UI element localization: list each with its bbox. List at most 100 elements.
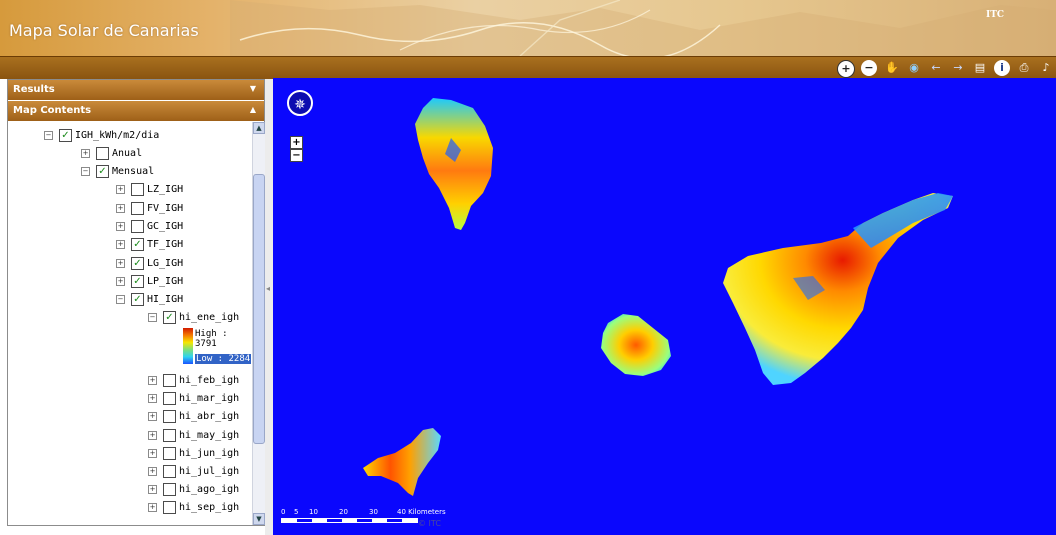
tree-node-label: hi_jun_igh [179, 448, 239, 459]
tree-node-island: + ✓ LG_IGH [116, 254, 183, 272]
tree-node-month: + hi_mar_igh [148, 389, 239, 407]
tree-node-label: hi_sep_igh [179, 502, 239, 513]
tree-node-label: TF_IGH [147, 239, 183, 250]
chevron-up-icon[interactable]: ▲ [250, 105, 256, 114]
layer-checkbox[interactable]: ✓ [96, 165, 109, 178]
info-icon[interactable]: i [994, 60, 1010, 76]
scale-bar-graphic [281, 518, 418, 523]
scroll-down-icon[interactable]: ▼ [253, 513, 265, 525]
tree-node-label: HI_IGH [147, 294, 183, 305]
map-contents-panel-header[interactable]: Map Contents ▲ [8, 101, 264, 121]
legend-low-label[interactable]: Low : 2284 [195, 354, 251, 364]
app-header: Mapa Solar de Canarias ITC [0, 0, 1056, 56]
expand-icon[interactable]: + [148, 394, 157, 403]
layer-checkbox[interactable] [131, 183, 144, 196]
expand-icon[interactable]: + [116, 204, 125, 213]
zoom-out-icon[interactable]: − [861, 60, 877, 76]
scroll-up-icon[interactable]: ▲ [253, 122, 265, 134]
tree-node-label: GC_IGH [147, 221, 183, 232]
side-panel: Results ▼ Map Contents ▲ − ✓ IGH_kWh/m2/… [7, 79, 265, 526]
expand-icon[interactable]: + [116, 240, 125, 249]
layer-checkbox[interactable] [163, 465, 176, 478]
collapse-panel-icon[interactable]: ◂ [266, 284, 270, 293]
tree-node-month: + hi_may_igh [148, 426, 239, 444]
map-view[interactable]: ✵ + − 0 5 10 20 30 40 Kilometers © ITC [273, 78, 1056, 535]
results-panel-header[interactable]: Results ▼ [8, 80, 264, 100]
layer-checkbox[interactable]: ✓ [59, 129, 72, 142]
map-zoom-in-button[interactable]: + [290, 136, 303, 149]
expand-icon[interactable]: + [116, 222, 125, 231]
tree-node-label: Anual [112, 148, 142, 159]
tree-node-label: Mensual [112, 166, 154, 177]
pan-hand-icon[interactable]: ✋ [884, 60, 900, 76]
scrollbar-thumb[interactable] [253, 174, 265, 444]
layer-checkbox[interactable] [163, 447, 176, 460]
map-copyright: © ITC [418, 519, 441, 528]
collapse-icon[interactable]: − [81, 167, 90, 176]
panel-splitter[interactable]: ◂ [265, 79, 273, 535]
expand-icon[interactable]: + [148, 431, 157, 440]
tree-node-month: + hi_jun_igh [148, 444, 239, 462]
layer-checkbox[interactable] [163, 483, 176, 496]
tree-node-island: + LZ_IGH [116, 180, 183, 198]
layer-checkbox[interactable] [163, 410, 176, 423]
expand-icon[interactable]: + [148, 503, 157, 512]
tree-node-label: LP_IGH [147, 276, 183, 287]
tree-node-island: + FV_IGH [116, 199, 183, 217]
expand-icon[interactable]: + [116, 185, 125, 194]
tree-scrollbar[interactable]: ▲ ▼ [252, 122, 265, 525]
results-panel-title: Results [13, 84, 55, 95]
print-icon[interactable]: ⎙ [1016, 60, 1032, 76]
layer-checkbox[interactable]: ✓ [131, 293, 144, 306]
layer-checkbox[interactable]: ✓ [163, 311, 176, 324]
expand-icon[interactable]: + [116, 277, 125, 286]
tree-node-island: + GC_IGH [116, 217, 183, 235]
layer-checkbox[interactable] [131, 220, 144, 233]
chevron-down-icon[interactable]: ▼ [250, 84, 256, 93]
north-arrow-icon[interactable]: ✵ [287, 90, 313, 116]
layer-checkbox[interactable] [131, 202, 144, 215]
map-zoom-out-button[interactable]: − [290, 149, 303, 162]
layer-checkbox[interactable] [163, 501, 176, 514]
layer-checkbox[interactable] [163, 392, 176, 405]
layer-checkbox[interactable]: ✓ [131, 238, 144, 251]
tree-node-label: hi_feb_igh [179, 375, 239, 386]
layer-checkbox[interactable] [96, 147, 109, 160]
zoom-in-icon[interactable]: + [837, 60, 855, 78]
collapse-icon[interactable]: − [116, 295, 125, 304]
tree-node-month: + hi_sep_igh [148, 498, 239, 516]
collapse-icon[interactable]: − [148, 313, 157, 322]
layer-checkbox[interactable]: ✓ [131, 275, 144, 288]
org-label: ITC [986, 10, 1004, 20]
expand-icon[interactable]: + [148, 467, 157, 476]
layer-checkbox[interactable]: ✓ [131, 257, 144, 270]
tree-node-month: + hi_feb_igh [148, 371, 239, 389]
expand-icon[interactable]: + [148, 412, 157, 421]
scale-tick-label: 20 [339, 508, 348, 516]
expand-icon[interactable]: + [148, 376, 157, 385]
expand-icon[interactable]: + [81, 149, 90, 158]
expand-icon[interactable]: + [148, 485, 157, 494]
tree-node-label: hi_jul_igh [179, 466, 239, 477]
layer-checkbox[interactable] [163, 374, 176, 387]
previous-extent-icon[interactable]: ← [928, 60, 944, 76]
measure-icon[interactable]: ♪ [1038, 60, 1054, 76]
layer-checkbox[interactable] [163, 429, 176, 442]
next-extent-icon[interactable]: → [950, 60, 966, 76]
tree-node-label: hi_mar_igh [179, 393, 239, 404]
tree-node-month: + hi_abr_igh [148, 407, 239, 425]
tree-node-island: + ✓ TF_IGH [116, 235, 183, 253]
tree-node-label: hi_may_igh [179, 430, 239, 441]
island-la-gomera [601, 314, 671, 376]
expand-icon[interactable]: + [116, 259, 125, 268]
collapse-icon[interactable]: − [44, 131, 53, 140]
tree-node-label: LZ_IGH [147, 184, 183, 195]
tree-node-hi-ene: − ✓ hi_ene_igh [148, 308, 239, 326]
tree-node-anual: + Anual [81, 144, 142, 162]
table-icon[interactable]: ▤ [972, 60, 988, 76]
tree-node-label: FV_IGH [147, 203, 183, 214]
full-extent-icon[interactable]: ◉ [906, 60, 922, 76]
tree-node-label: hi_ene_igh [179, 312, 239, 323]
scale-tick-label: 10 [309, 508, 318, 516]
expand-icon[interactable]: + [148, 449, 157, 458]
